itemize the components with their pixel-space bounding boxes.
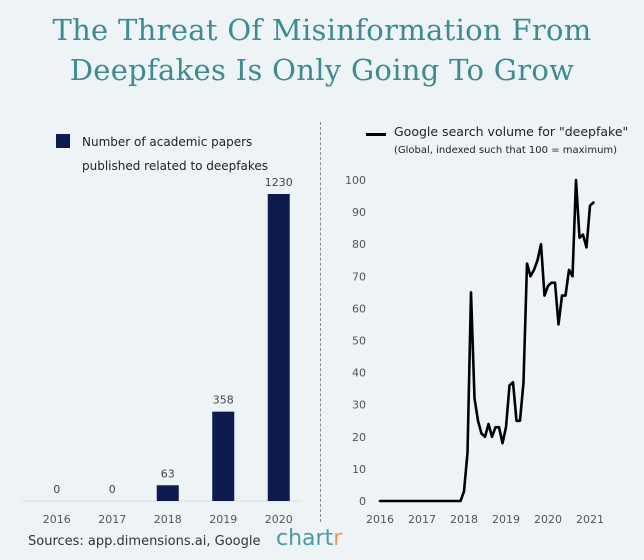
search-volume-point-2019-04: [515, 419, 518, 422]
bar-legend-line-1: Number of academic papers: [82, 135, 253, 149]
line-x-tick-2021: 2021: [576, 513, 604, 526]
search-volume-point-2020-01: [547, 285, 549, 287]
line-y-tick-30: 30: [352, 399, 366, 412]
search-volume-point-2017-12: [459, 500, 462, 502]
line-x-tick-2017: 2017: [408, 513, 436, 526]
search-volume-point-2019-10: [536, 259, 539, 262]
line-y-tick-0: 0: [359, 495, 366, 508]
search-volume-point-2018-10: [494, 426, 497, 428]
search-volume-point-2018-04: [473, 397, 476, 400]
search-volume-point-2018-11: [498, 426, 500, 428]
line-legend-swatch: [366, 133, 386, 136]
search-volume-point-2019-03: [512, 381, 514, 384]
line-legend-note: (Global, indexed such that 100 = maximum…: [394, 145, 618, 156]
search-volume-point-2020-12: [585, 246, 588, 249]
search-volume-point-2020-11: [582, 233, 584, 236]
line-x-tick-2020: 2020: [534, 513, 562, 526]
search-volume-point-2018-12: [501, 442, 504, 445]
search-volume-point-2018-06: [480, 432, 483, 435]
bar-value-label-2017: 0: [109, 483, 116, 496]
search-volume-point-2019-05: [519, 419, 521, 422]
search-volume-point-2020-08: [571, 275, 574, 278]
bar-x-tick-2017: 2017: [98, 513, 126, 526]
search-volume-point-2017-10: [452, 500, 455, 502]
bar-2018: [156, 485, 179, 501]
line-y-tick-10: 10: [352, 463, 366, 476]
search-volume-point-2018-05: [477, 419, 479, 422]
search-volume-point-2016-06: [396, 500, 399, 502]
search-volume-line: [378, 178, 595, 503]
search-volume-point-2018-03: [470, 291, 472, 294]
bar-value-label-2019: 358: [213, 394, 234, 407]
line-y-tick-80: 80: [352, 238, 366, 251]
source-note: Sources: app.dimensions.ai, Google: [28, 534, 261, 549]
line-x-tick-2018: 2018: [450, 513, 478, 526]
search-volume-point-2020-02: [550, 281, 553, 284]
search-volume-point-2017-01: [421, 500, 423, 502]
line-y-tick-40: 40: [352, 367, 366, 380]
chart-title: The Threat Of Misinformation From Deepfa…: [0, 10, 644, 90]
bar-legend-line-2: published related to deepfakes: [82, 159, 269, 173]
search-volume-point-2018-09: [491, 436, 493, 438]
bar-value-label-2020: 1230: [265, 176, 293, 189]
bar-2020: [267, 194, 290, 501]
line-y-tick-100: 100: [345, 174, 366, 187]
brand-accent: r: [333, 526, 343, 551]
line-y-tick-20: 20: [352, 431, 366, 444]
title-line-1: The Threat Of Misinformation From: [52, 13, 592, 47]
search-volume-point-2020-09: [575, 179, 577, 181]
title-line-2: Deepfakes Is Only Going To Grow: [69, 53, 575, 87]
line-y-tick-70: 70: [352, 270, 366, 283]
bar-chart-legend: Number of academic papers published rela…: [56, 130, 296, 178]
search-volume-point-2018-07: [484, 436, 486, 438]
search-volume-point-2021-02: [592, 201, 595, 204]
line-legend-label: Google search volume for "deepfake": [394, 124, 629, 139]
line-y-tick-90: 90: [352, 206, 366, 219]
line-x-tick-2019: 2019: [492, 513, 520, 526]
search-volume-point-2018-01: [463, 490, 465, 493]
line-chart-legend: Google search volume for "deepfake" (Glo…: [366, 124, 636, 156]
bar-x-tick-2020: 2020: [265, 513, 293, 526]
search-volume-point-2018-02: [466, 452, 469, 454]
search-volume-point-2017-06: [438, 500, 441, 502]
search-volume-point-2020-10: [578, 236, 581, 239]
brand-main: chart: [276, 526, 334, 551]
bar-value-label-2016: 0: [53, 483, 60, 496]
line-y-tick-60: 60: [352, 302, 366, 315]
search-volume-point-2019-08: [529, 275, 532, 278]
bar-legend-swatch: [56, 134, 70, 148]
search-volume-point-2019-01: [505, 426, 507, 428]
bar-value-label-2018: 63: [161, 467, 175, 480]
brand-logo: chartr: [276, 526, 342, 551]
search-volume-point-2020-04: [557, 323, 560, 326]
search-volume-point-2020-07: [568, 269, 570, 271]
search-volume-point-2018-08: [487, 423, 490, 425]
bar-x-tick-2018: 2018: [154, 513, 182, 526]
line-x-tick-2016: 2016: [366, 513, 394, 526]
line-y-tick-50: 50: [352, 335, 366, 348]
search-volume-point-2019-02: [508, 384, 511, 387]
bar-x-tick-2016: 2016: [43, 513, 71, 526]
search-volume-point-2019-07: [526, 262, 528, 265]
search-volume-point-2019-12: [543, 294, 546, 297]
search-volume-point-2020-06: [564, 294, 567, 297]
chart-divider: [320, 122, 321, 522]
search-volume-point-2021-01: [589, 204, 591, 207]
search-volume-point-2020-03: [554, 281, 556, 284]
search-volume-point-2016-01: [379, 500, 381, 502]
search-volume-point-2019-06: [522, 381, 525, 384]
search-volume-point-2019-11: [540, 243, 542, 245]
search-volume-point-2020-05: [561, 294, 563, 297]
bar-x-tick-2019: 2019: [209, 513, 237, 526]
search-volume-point-2019-09: [533, 269, 535, 271]
bar-2019: [212, 411, 235, 501]
